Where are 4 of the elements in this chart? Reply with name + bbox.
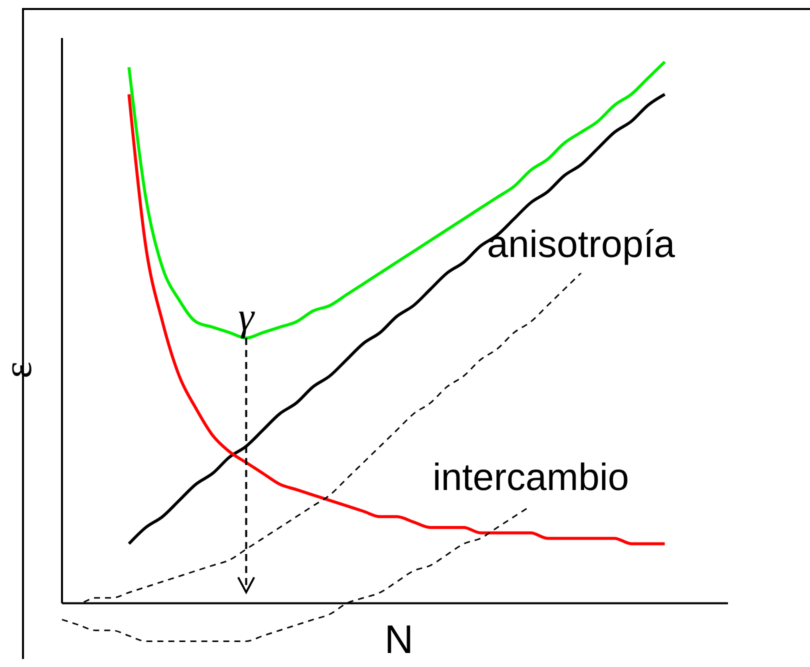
series-label: anisotropía <box>487 224 676 266</box>
series-label: intercambio <box>432 456 630 499</box>
annotation: γ <box>238 294 256 339</box>
x-axis-title: N <box>384 618 414 661</box>
